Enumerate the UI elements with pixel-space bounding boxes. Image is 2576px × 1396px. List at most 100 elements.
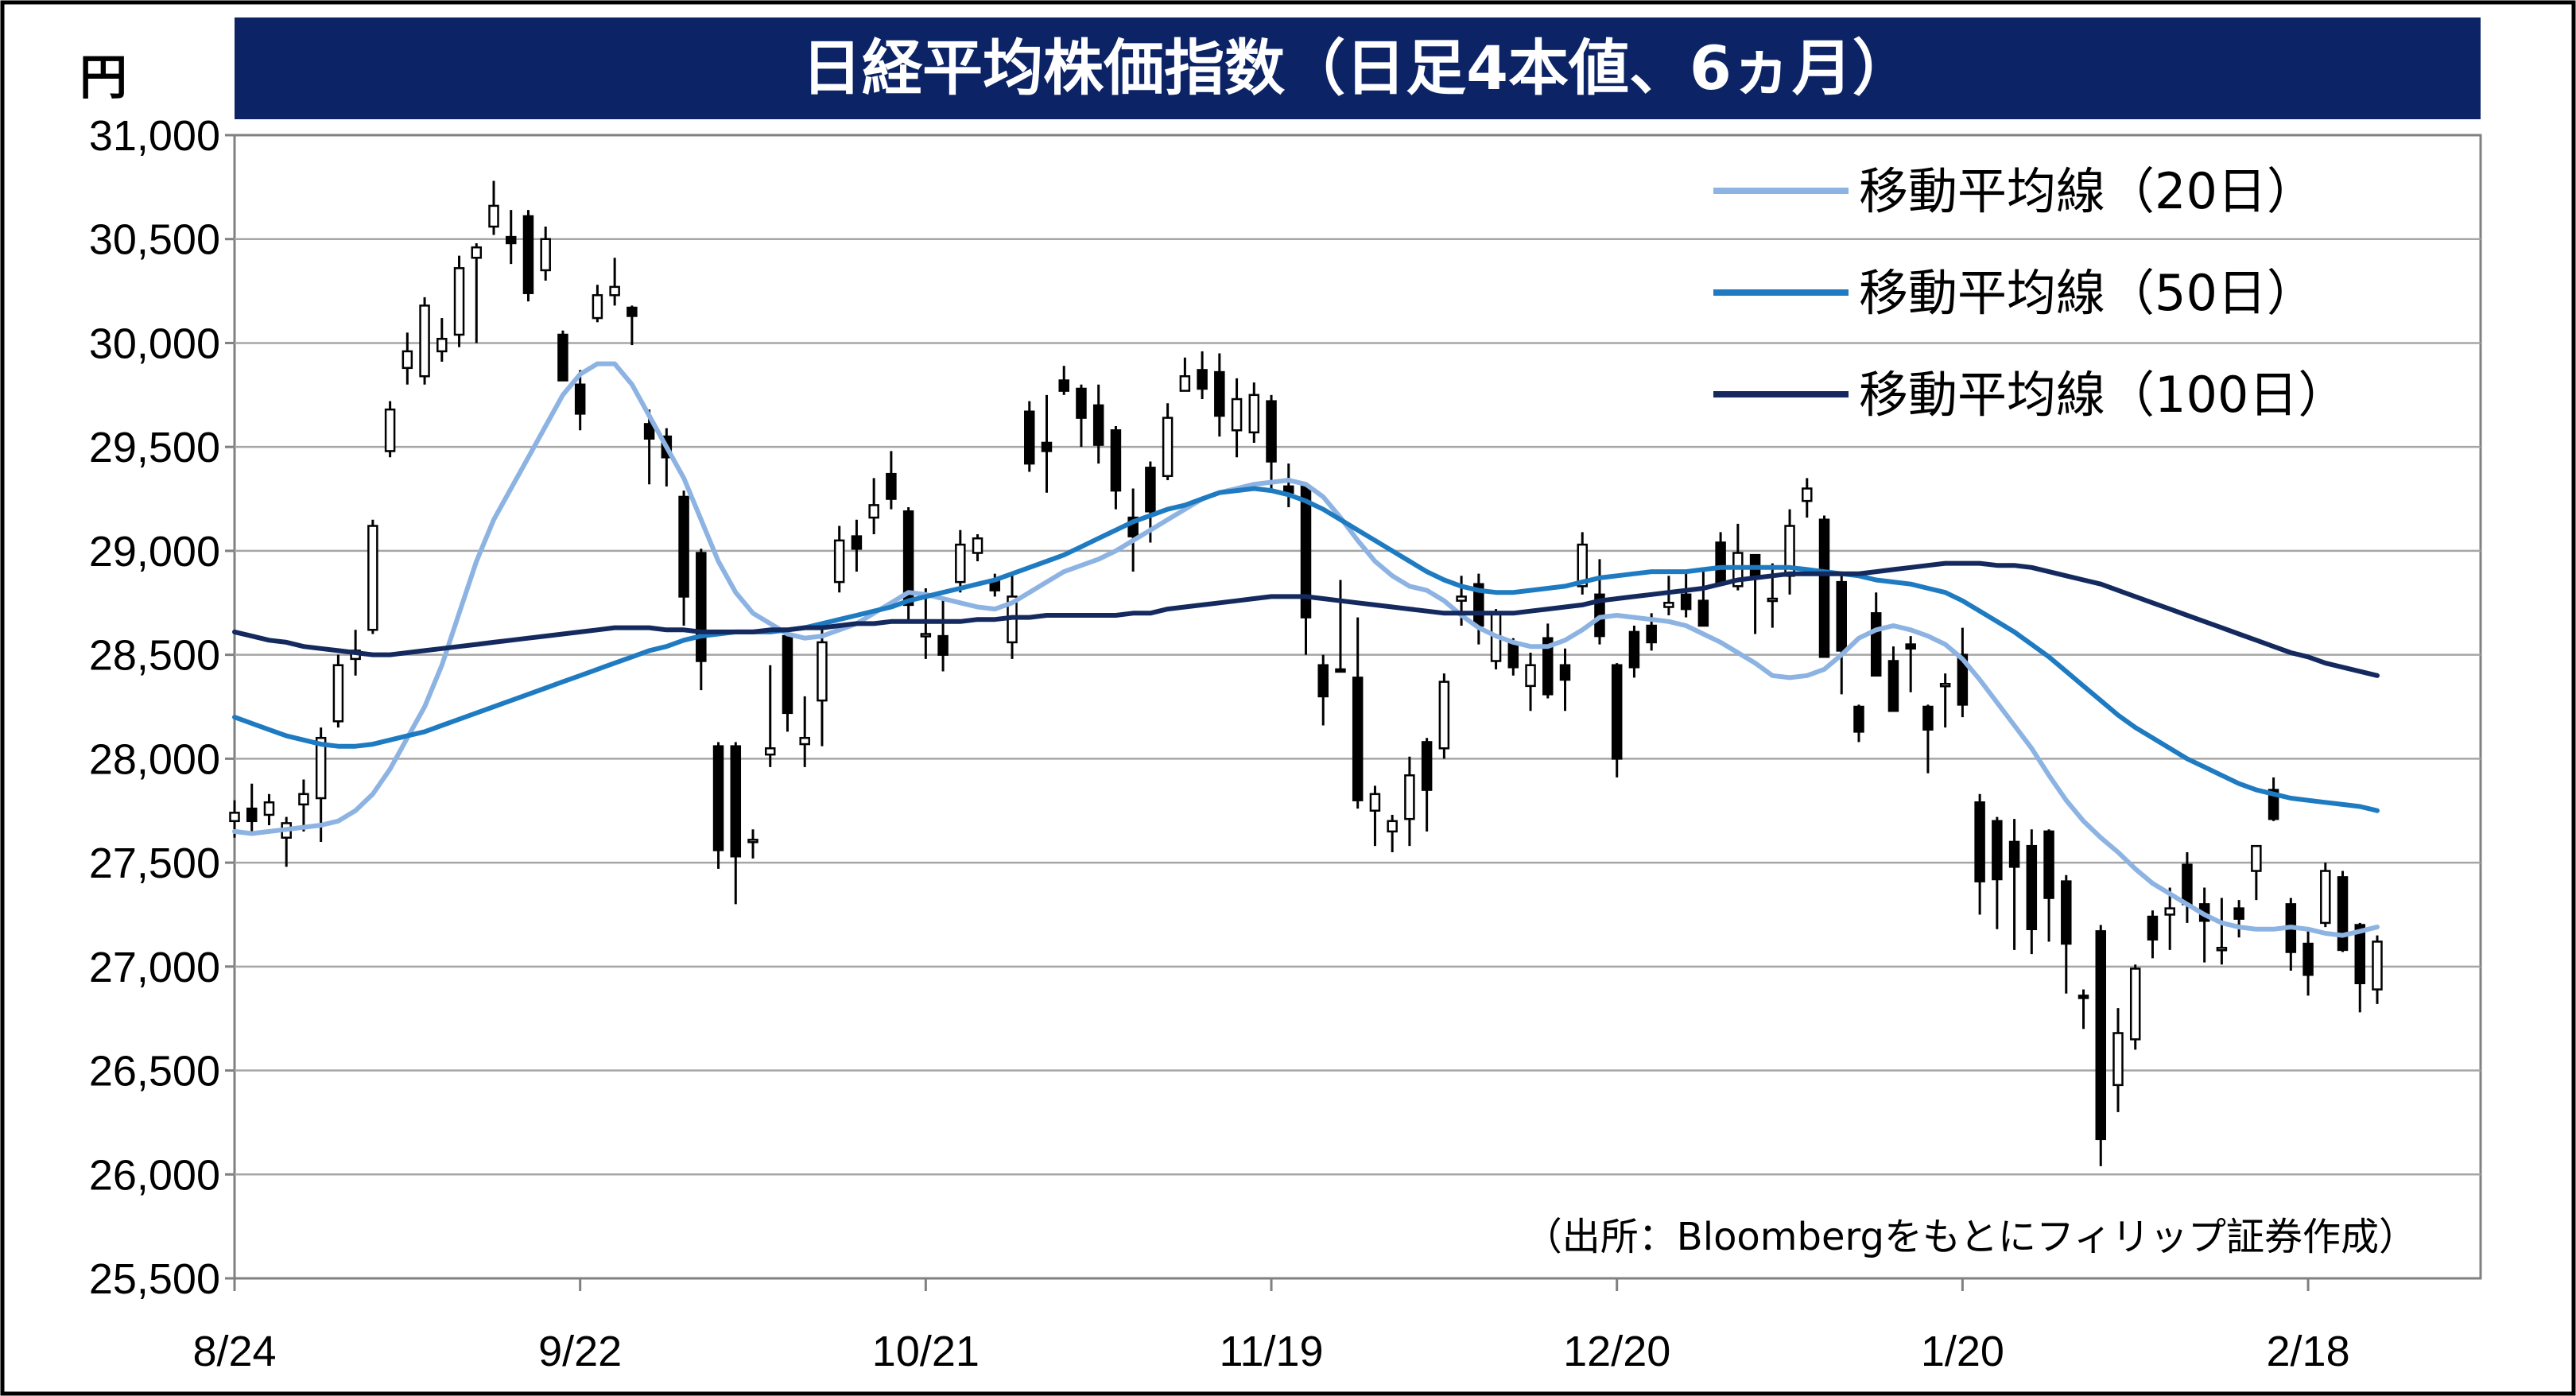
candle-body-down xyxy=(1870,612,1882,677)
candle xyxy=(1887,646,1899,712)
candle xyxy=(1127,488,1139,572)
candle-body-down xyxy=(2302,942,2314,976)
candle-body-down xyxy=(557,333,568,382)
candle xyxy=(1179,357,1191,392)
candle xyxy=(1853,704,1864,743)
y-tick-label: 27,000 xyxy=(89,944,220,991)
candle xyxy=(1404,756,1415,847)
candle-body-down xyxy=(696,552,707,662)
candle-body-down xyxy=(2008,840,2020,868)
candle-body-up xyxy=(1802,487,1813,502)
candle xyxy=(833,525,845,593)
candle xyxy=(678,491,689,626)
candle-body-down xyxy=(937,634,949,656)
candle xyxy=(2095,925,2107,1166)
candle xyxy=(1110,426,1122,510)
candle xyxy=(2216,898,2228,965)
candle xyxy=(902,507,914,624)
candle-body-up xyxy=(955,543,966,584)
candle-body-down xyxy=(1853,705,1864,733)
candle xyxy=(557,330,568,382)
candle xyxy=(1076,384,1087,448)
candle xyxy=(1628,626,1640,678)
candle-body-down xyxy=(1058,379,1069,392)
candle xyxy=(1542,623,1554,699)
candle xyxy=(1818,515,1830,658)
candle xyxy=(1974,793,1985,915)
candle xyxy=(955,529,966,593)
candle xyxy=(868,478,879,534)
y-tick-label: 30,000 xyxy=(89,320,220,367)
candle-body-down xyxy=(1680,593,1692,611)
candle-body-up xyxy=(453,267,465,336)
x-tick-label: 12/20 xyxy=(1563,1328,1670,1375)
candle-body-up xyxy=(540,238,551,272)
candle xyxy=(1266,394,1277,493)
candle-body-down xyxy=(1317,664,1329,698)
candle xyxy=(1939,673,1951,728)
candle xyxy=(419,297,430,385)
legend-label-ma50: 移動平均線（50日） xyxy=(1859,264,2316,322)
candle-body-down xyxy=(1646,624,1657,644)
x-axis: 8/24 9/22 10/21 11/19 12/20 1/20 2/18 xyxy=(192,1278,2350,1375)
candle-body-up xyxy=(2251,844,2262,872)
candle-body-down xyxy=(1335,668,1346,673)
x-tick-label: 9/22 xyxy=(538,1328,622,1375)
candle-body-up xyxy=(2372,940,2383,991)
candle xyxy=(453,255,465,347)
candle-body-up xyxy=(1525,664,1536,688)
candle xyxy=(522,210,534,302)
candle-body-down xyxy=(2354,924,2366,984)
candle xyxy=(298,779,309,832)
candle xyxy=(2302,931,2314,996)
candle-body-up xyxy=(471,246,483,259)
candle-body-up xyxy=(868,504,879,519)
candle xyxy=(2354,922,2366,1013)
candle-body-up xyxy=(1179,375,1191,392)
y-tick-label: 28,000 xyxy=(89,735,220,783)
y-tick-label: 29,500 xyxy=(89,424,220,471)
candle xyxy=(696,549,707,691)
candle-body-down xyxy=(627,306,638,317)
candle-body-down xyxy=(1127,516,1139,537)
candle-body-down xyxy=(902,510,914,607)
candle xyxy=(367,519,378,634)
candle xyxy=(1905,636,1916,692)
candle-body-up xyxy=(920,633,932,638)
candle-body-up xyxy=(229,812,240,823)
candle xyxy=(817,626,828,746)
candle-body-down xyxy=(1836,580,1847,652)
candle-body-down xyxy=(2077,995,2089,999)
candle-body-down xyxy=(886,472,897,500)
y-tick-label: 26,500 xyxy=(89,1048,220,1095)
candle xyxy=(1559,648,1571,712)
candle xyxy=(1922,704,1934,774)
candle xyxy=(1335,580,1346,673)
source-note: （出所：Bloombergをもとにフィリップ証券作成） xyxy=(1524,1215,2417,1259)
candle xyxy=(2077,989,2089,1030)
candle-body-down xyxy=(1214,370,1225,417)
candle xyxy=(2026,829,2038,955)
candle xyxy=(1870,592,1882,677)
candle-body-down xyxy=(2095,930,2107,1141)
candle xyxy=(765,665,776,767)
candle-body-up xyxy=(315,736,327,800)
candle xyxy=(851,519,863,572)
legend-label-ma100: 移動平均線（100日） xyxy=(1859,366,2347,424)
candle-body-up xyxy=(972,537,983,554)
candle xyxy=(1231,378,1243,458)
candle xyxy=(471,242,483,343)
candle xyxy=(1957,627,1969,718)
candle xyxy=(2164,887,2175,950)
candle xyxy=(2233,900,2244,938)
candle-body-up xyxy=(799,736,810,746)
candle-body-down xyxy=(2043,830,2054,899)
candle xyxy=(592,285,603,323)
y-tick-label: 28,500 xyxy=(89,632,220,680)
candle xyxy=(436,318,448,362)
candle xyxy=(488,180,499,235)
candle-body-down xyxy=(2182,863,2193,905)
candle xyxy=(2337,871,2349,952)
x-tick-label: 2/18 xyxy=(2267,1328,2350,1375)
candle xyxy=(1369,785,1381,847)
